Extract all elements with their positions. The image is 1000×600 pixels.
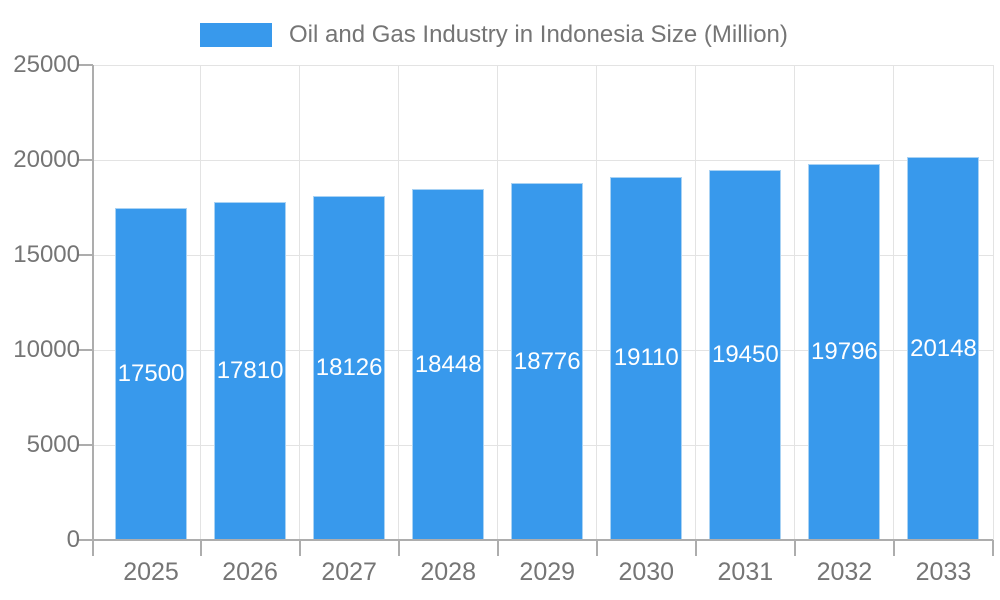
bar-2026[interactable]: [214, 201, 287, 539]
y-axis-line: [92, 65, 94, 556]
plot-right-border: [992, 65, 994, 540]
y-axis-label: 15000: [13, 241, 80, 268]
x-gridline: [893, 65, 895, 540]
y-axis-tick: [78, 64, 93, 66]
y-axis-label: 25000: [13, 51, 80, 78]
x-axis-label: 2027: [321, 558, 377, 586]
bar-2032[interactable]: [808, 163, 881, 539]
x-axis-tick: [199, 540, 202, 556]
y-axis-tick: [78, 539, 93, 541]
bar-2025[interactable]: [115, 207, 188, 539]
x-axis-tick: [992, 540, 994, 556]
x-axis-line: [93, 539, 993, 541]
y-axis-tick: [78, 444, 93, 446]
bar-2031[interactable]: [709, 170, 782, 539]
bar-value-label: 18126: [315, 353, 383, 381]
x-axis-tick: [496, 540, 499, 556]
legend-label: Oil and Gas Industry in Indonesia Size (…: [289, 21, 788, 48]
y-axis-label: 5000: [26, 431, 80, 458]
x-axis-tick: [793, 540, 796, 556]
bar-value-label: 19110: [613, 344, 679, 372]
y-axis-tick: [78, 254, 93, 256]
y-axis-tick: [78, 159, 93, 161]
bar-value-label: 20148: [910, 334, 977, 362]
y-axis-label: 10000: [13, 336, 80, 363]
bar-value-label: 18776: [513, 347, 581, 375]
x-axis-label: 2032: [816, 558, 873, 586]
y-gridline: [93, 64, 993, 66]
y-axis-label: 0: [66, 526, 80, 553]
x-gridline: [200, 65, 202, 540]
x-gridline: [695, 65, 697, 540]
bar-2028[interactable]: [412, 189, 485, 539]
bar-2027[interactable]: [313, 195, 386, 539]
bar-2033[interactable]: [907, 157, 980, 539]
x-axis-label: 2030: [618, 558, 675, 586]
bar-value-label: 17810: [216, 356, 284, 384]
y-gridline: [93, 159, 993, 161]
x-axis-tick: [892, 540, 895, 556]
x-axis-tick: [595, 540, 598, 556]
bar-value-label: 17500: [117, 359, 185, 387]
x-gridline: [497, 65, 499, 540]
x-axis-label: 2026: [222, 558, 278, 586]
x-axis-tick: [298, 540, 301, 556]
x-axis-label: 2031: [717, 558, 774, 586]
y-axis-label: 20000: [13, 146, 80, 173]
bar-value-label: 19450: [711, 341, 779, 369]
x-axis-label: 2025: [123, 558, 179, 586]
x-axis-tick: [694, 540, 697, 556]
x-gridline: [398, 65, 400, 540]
chart-legend[interactable]: Oil and Gas Industry in Indonesia Size (…: [200, 22, 788, 48]
x-gridline: [596, 65, 598, 540]
y-axis-tick: [78, 349, 93, 351]
x-gridline: [794, 65, 796, 540]
x-gridline: [299, 65, 301, 540]
x-axis-tick: [397, 540, 400, 556]
legend-swatch-icon: [200, 23, 272, 47]
x-axis-label: 2029: [519, 558, 576, 586]
bar-2030[interactable]: [610, 176, 683, 539]
bar-value-label: 18448: [414, 350, 482, 378]
bar-2029[interactable]: [511, 183, 584, 539]
bar-value-label: 19796: [811, 337, 878, 365]
x-axis-label: 2033: [915, 558, 972, 586]
x-axis-label: 2028: [420, 558, 476, 586]
